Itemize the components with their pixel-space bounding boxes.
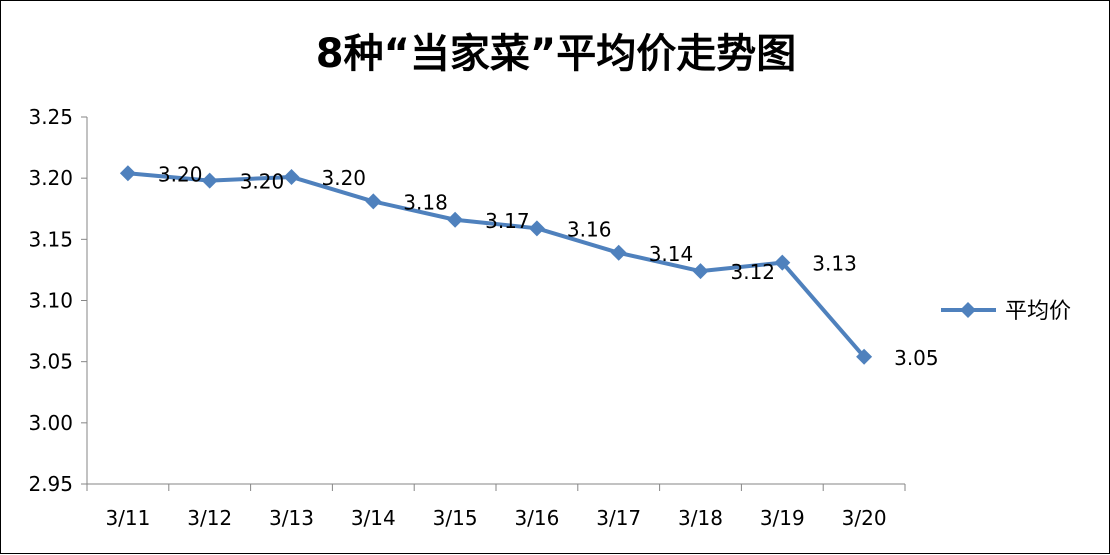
y-tick-label: 3.25 <box>28 105 73 129</box>
x-tick-label: 3/17 <box>596 506 641 530</box>
x-tick-label: 3/20 <box>842 506 887 530</box>
axes: 3.25 3.20 3.15 3.10 3.05 3.00 2.95 3/11 3/12 3/13… <box>28 105 906 530</box>
legend-marker-diamond <box>960 302 976 318</box>
x-tick-label: 3/13 <box>269 506 314 530</box>
data-point-marker <box>365 193 382 210</box>
data-label: 3.05 <box>894 346 939 370</box>
data-point-marker <box>528 220 545 237</box>
data-label: 3.14 <box>649 242 694 266</box>
chart-title: 8种“当家菜”平均价走势图 <box>316 31 796 77</box>
y-tick-label: 3.10 <box>28 289 73 313</box>
y-tick-label: 2.95 <box>28 472 73 496</box>
data-point-marker <box>610 244 627 261</box>
data-point-marker <box>447 211 464 228</box>
y-tick-label: 3.20 <box>28 166 73 190</box>
legend: 平均价 <box>941 299 1071 324</box>
data-point-marker <box>774 254 791 271</box>
x-tick-label: 3/14 <box>351 506 396 530</box>
data-point-marker <box>856 348 873 365</box>
x-tick-label: 3/15 <box>433 506 478 530</box>
x-tick-label: 3/16 <box>514 506 559 530</box>
data-label: 3.20 <box>322 166 367 190</box>
data-label: 3.13 <box>812 252 857 276</box>
data-label: 3.12 <box>731 260 776 284</box>
data-label: 3.17 <box>485 209 530 233</box>
data-point-marker <box>692 263 709 280</box>
x-tick-label: 3/19 <box>760 506 805 530</box>
data-point-marker <box>201 172 218 189</box>
y-tick-label: 3.15 <box>28 227 73 251</box>
y-tick-label: 3.00 <box>28 411 73 435</box>
x-tick-label: 3/12 <box>187 506 232 530</box>
series-group: 3.20 3.20 3.20 3.18 3.17 3.16 3.14 3.12 3.13 3.05 <box>119 162 939 370</box>
data-label: 3.20 <box>240 170 285 194</box>
data-point-marker <box>119 165 136 182</box>
data-label: 3.18 <box>403 190 448 214</box>
data-label: 3.16 <box>567 217 612 241</box>
y-tick-label: 3.05 <box>28 350 73 374</box>
data-point-marker <box>283 168 300 185</box>
legend-label: 平均价 <box>1005 299 1071 324</box>
x-tick-label: 3/11 <box>105 506 150 530</box>
x-tick-label: 3/18 <box>678 506 723 530</box>
series-line <box>127 171 866 359</box>
data-label: 3.20 <box>158 162 203 186</box>
